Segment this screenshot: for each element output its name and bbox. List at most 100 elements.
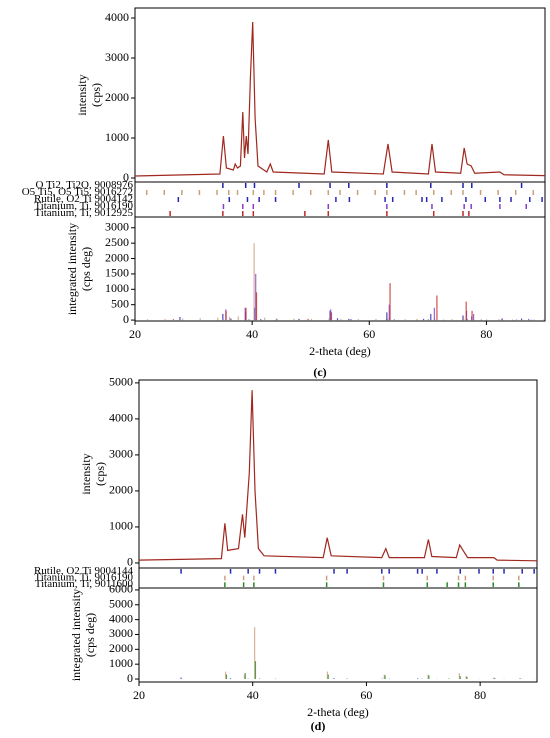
intensity-bar [336, 318, 339, 321]
intensity-bar [229, 678, 232, 680]
intensity-bar [237, 316, 239, 321]
y-tick-label: 1000 [105, 130, 129, 144]
intensity-bar [493, 677, 495, 680]
intensity-bar [501, 318, 503, 321]
intensity-bar [248, 319, 250, 321]
y-axis-label: intensity [75, 74, 89, 115]
pattern-line [134, 21, 546, 177]
intensity-bar [225, 674, 228, 680]
intensity-bar [275, 318, 277, 321]
intensity-bar [387, 318, 389, 321]
y2-axis-label: (cps deg) [83, 613, 97, 657]
intensity-bar [427, 674, 429, 680]
x-axis-label: 2-theta (deg) [309, 344, 371, 358]
intensity-bar [228, 317, 231, 321]
intensity-bar [276, 319, 278, 321]
intensity-bar [500, 319, 503, 321]
y2-tick-label: 0 [127, 671, 133, 685]
intensity-bar [465, 676, 467, 680]
intensity-bar [465, 301, 467, 321]
intensity-bar [473, 313, 475, 321]
y-tick-label: 3000 [109, 447, 133, 461]
y-tick-label: 3000 [105, 50, 129, 64]
y2-tick-label: 500 [111, 296, 129, 310]
intensity-bar [428, 675, 430, 680]
intensity-bar [330, 309, 332, 321]
y2-tick-label: 2500 [105, 235, 129, 249]
intensity-bar [244, 673, 246, 680]
intensity-bar [333, 678, 335, 680]
phase-label: Titanium, Ti, 9011600 [35, 578, 134, 590]
intensity-bar [416, 318, 418, 321]
intensity-bar [459, 676, 461, 680]
y2-tick-label: 3000 [105, 220, 129, 234]
caption: (d) [311, 719, 326, 733]
y2-tick-label: 0 [123, 312, 129, 326]
pattern-line [138, 390, 538, 562]
phase-label: Rutile, O2 Ti 9004142 [34, 193, 133, 205]
intensity-bar [293, 318, 295, 321]
intensity-bar [451, 319, 453, 321]
y2-tick-label: 1000 [109, 656, 133, 670]
intensity-bar [230, 318, 232, 321]
y2-tick-label: 3000 [109, 626, 133, 640]
phase-label: Titanium, Ti, 9012925 [34, 207, 133, 219]
x-tick-label: 60 [363, 327, 375, 341]
intensity-bar [423, 318, 425, 321]
intensity-bar [310, 318, 313, 321]
y-axis-label: (cps) [93, 462, 107, 486]
intensity-bar [164, 318, 166, 321]
intensity-bar [254, 661, 257, 680]
intensity-bar [386, 312, 388, 321]
intensity-bar [388, 304, 390, 321]
intensity-bar [327, 674, 329, 680]
intensity-bar [225, 671, 227, 680]
intensity-bar [471, 310, 473, 321]
y2-tick-label: 2000 [109, 641, 133, 655]
y2-axis-label: integrated intensity [69, 589, 83, 681]
y-axis-label: (cps) [89, 83, 103, 107]
intensity-bar [340, 318, 342, 321]
plot-frame [134, 7, 546, 322]
plot-frame [138, 379, 538, 683]
phase-label: O5 Ti5, O5 Ti5, 9016272 [22, 186, 133, 198]
x-axis-label: 2-theta (deg) [307, 705, 369, 719]
intensity-bar [182, 318, 184, 321]
intensity-bar [404, 319, 406, 321]
intensity-bar [350, 319, 352, 321]
y-axis-label: intensity [79, 453, 93, 494]
y2-tick-label: 4000 [109, 611, 133, 625]
y2-tick-label: 6000 [109, 582, 133, 596]
intensity-bar [494, 678, 496, 680]
y2-axis-label: (cps deg) [79, 247, 93, 291]
x-tick-label: 40 [246, 327, 258, 341]
intensity-bar [244, 307, 246, 321]
y-tick-label: 1000 [109, 519, 133, 533]
intensity-bar [528, 318, 530, 321]
y-tick-label: 4000 [109, 411, 133, 425]
y-tick-label: 0 [123, 170, 129, 184]
x-tick-label: 80 [474, 688, 486, 702]
intensity-bar [217, 317, 219, 321]
intensity-bar [264, 317, 266, 321]
y-tick-label: 2000 [105, 90, 129, 104]
intensity-bar [383, 674, 385, 680]
intensity-bar [533, 319, 535, 321]
intensity-bar [393, 319, 395, 321]
phase-label: Titanium, Ti, 9016190 [34, 572, 133, 584]
x-tick-label: 20 [133, 688, 145, 702]
intensity-bar [458, 673, 460, 680]
y-tick-label: 4000 [105, 10, 129, 24]
intensity-bar [357, 319, 359, 321]
x-tick-label: 60 [360, 688, 372, 702]
intensity-bar [225, 310, 227, 321]
phase-label: Rutile, O2 Ti 9004144 [34, 565, 134, 577]
intensity-bar [243, 674, 246, 680]
intensity-bar [520, 318, 523, 321]
phase-label: O Ti2, Ti2O, 9008976 [35, 179, 133, 191]
intensity-bar [515, 319, 518, 321]
intensity-bar [180, 677, 182, 680]
intensity-bar [253, 243, 255, 321]
intensity-bar [519, 678, 521, 680]
